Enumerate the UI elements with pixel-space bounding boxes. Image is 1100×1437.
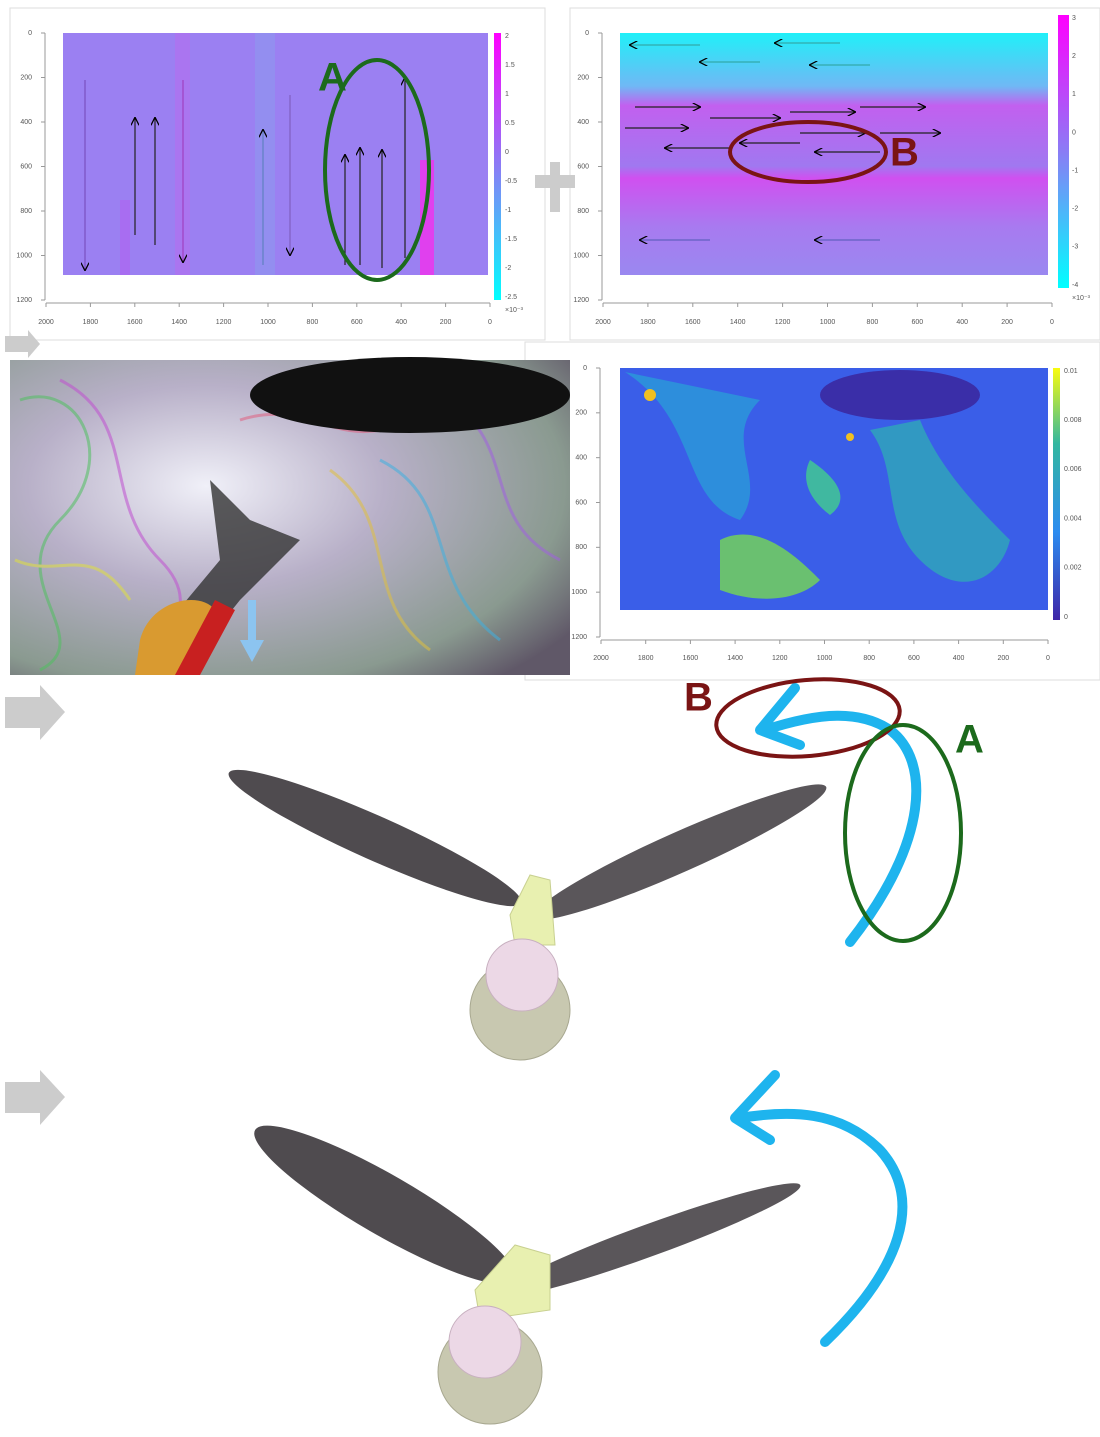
colorbar-tick-label: 0 [1064,614,1068,621]
y-tick-label: 800 [575,544,587,551]
colorbar-tick-label: -1.5 [505,236,517,243]
y-tick-label: 800 [20,208,32,215]
colorbar-tick-label: -2 [1072,206,1078,213]
annotation-label: B [684,676,713,720]
y-tick-label: 200 [575,410,587,417]
x-tick-label: 2000 [38,319,54,326]
x-tick-label: 400 [953,655,965,662]
colorbar-tick-label: 2 [505,33,509,40]
colorbar-tick-label: 0 [1072,129,1076,136]
colorbar-tick-label: -3 [1072,244,1078,251]
x-tick-label: 600 [351,319,363,326]
colorbar-tick-label: 1 [1072,91,1076,98]
y-tick-label: 0 [583,365,587,372]
colorbar-tick-label: 0.5 [505,120,515,127]
x-tick-label: 1000 [820,319,836,326]
colorbar-tick-label: 2 [1072,53,1076,60]
x-tick-label: 200 [1001,319,1013,326]
colorbar-tick-label: 1 [505,91,509,98]
annotation-label: A [955,718,984,762]
propeller [220,753,834,1060]
x-tick-label: 1200 [772,655,788,662]
y-tick-label: 1000 [573,252,589,259]
colorbar-tick-label: 0.004 [1064,515,1082,522]
y-tick-label: 800 [577,208,589,215]
propeller [240,1104,806,1424]
x-tick-label: 1800 [638,655,654,662]
figure: A B B A 20001800160014001200100080060040… [0,0,1100,1432]
y-tick-label: 400 [20,119,32,126]
colorbar [1053,368,1060,620]
x-tick-label: 2000 [595,319,611,326]
x-tick-label: 800 [867,319,879,326]
x-tick-label: 600 [911,319,923,326]
colorbar-tick-label: 0.006 [1064,466,1082,473]
colorbar-tick-label: 3 [1072,15,1076,22]
colorbar [1058,15,1069,288]
x-tick-label: 400 [956,319,968,326]
colorbar-exponent: ×10⁻³ [1072,295,1091,302]
y-tick-label: 0 [585,30,589,37]
page: {"plots": [ {"x_ticks": [2000, 1800, 160… [0,0,1100,1432]
y-tick-label: 1200 [571,634,587,641]
y-tick-label: 400 [577,119,589,126]
x-tick-label: 400 [395,319,407,326]
x-tick-label: 1600 [685,319,701,326]
colorbar-tick-label: -4 [1072,282,1078,289]
x-tick-label: 800 [863,655,875,662]
x-tick-label: 2000 [593,655,609,662]
x-tick-label: 1400 [730,319,746,326]
colorbar-tick-label: -1 [505,207,511,214]
y-tick-label: 1200 [16,297,32,304]
colorbar [494,33,501,300]
annotation-label: B [890,131,919,175]
y-tick-label: 200 [577,74,589,81]
x-tick-label: 1600 [127,319,143,326]
x-tick-label: 200 [440,319,452,326]
x-tick-label: 1800 [83,319,99,326]
y-tick-label: 1200 [573,297,589,304]
colorbar-tick-label: 0 [505,149,509,156]
y-tick-label: 400 [575,455,587,462]
x-tick-label: 0 [1050,319,1054,326]
y-tick-label: 600 [20,163,32,170]
colorbar-tick-label: 0.01 [1064,368,1078,375]
heatmap [63,33,488,275]
y-tick-label: 600 [575,499,587,506]
y-tick-label: 0 [28,30,32,37]
colorbar-tick-label: 1.5 [505,62,515,69]
x-tick-label: 0 [488,319,492,326]
x-tick-label: 1600 [683,655,699,662]
y-tick-label: 200 [20,74,32,81]
y-tick-label: 600 [577,163,589,170]
colorbar-exponent: ×10⁻³ [505,307,524,314]
x-tick-label: 1200 [216,319,232,326]
colorbar-tick-label: -2 [505,265,511,272]
x-tick-label: 1400 [727,655,743,662]
x-tick-label: 1200 [775,319,791,326]
x-tick-label: 1000 [817,655,833,662]
x-tick-label: 1400 [171,319,187,326]
y-tick-label: 1000 [571,589,587,596]
motion-arrow [735,688,916,1342]
colorbar-tick-label: -0.5 [505,178,517,185]
x-tick-label: 800 [307,319,319,326]
colorbar-tick-label: 0.002 [1064,565,1082,572]
colorbar-tick-label: 0.008 [1064,417,1082,424]
x-tick-label: 0 [1046,655,1050,662]
photo [10,357,570,675]
colorbar-tick-label: -1 [1072,167,1078,174]
x-tick-label: 600 [908,655,920,662]
colorbar-tick-label: -2.5 [505,294,517,301]
x-tick-label: 1800 [640,319,656,326]
annotation-label: A [318,56,347,100]
heatmap [620,368,1048,610]
heatmap [620,33,1048,275]
x-tick-label: 1000 [260,319,276,326]
y-tick-label: 1000 [16,252,32,259]
x-tick-label: 200 [997,655,1009,662]
